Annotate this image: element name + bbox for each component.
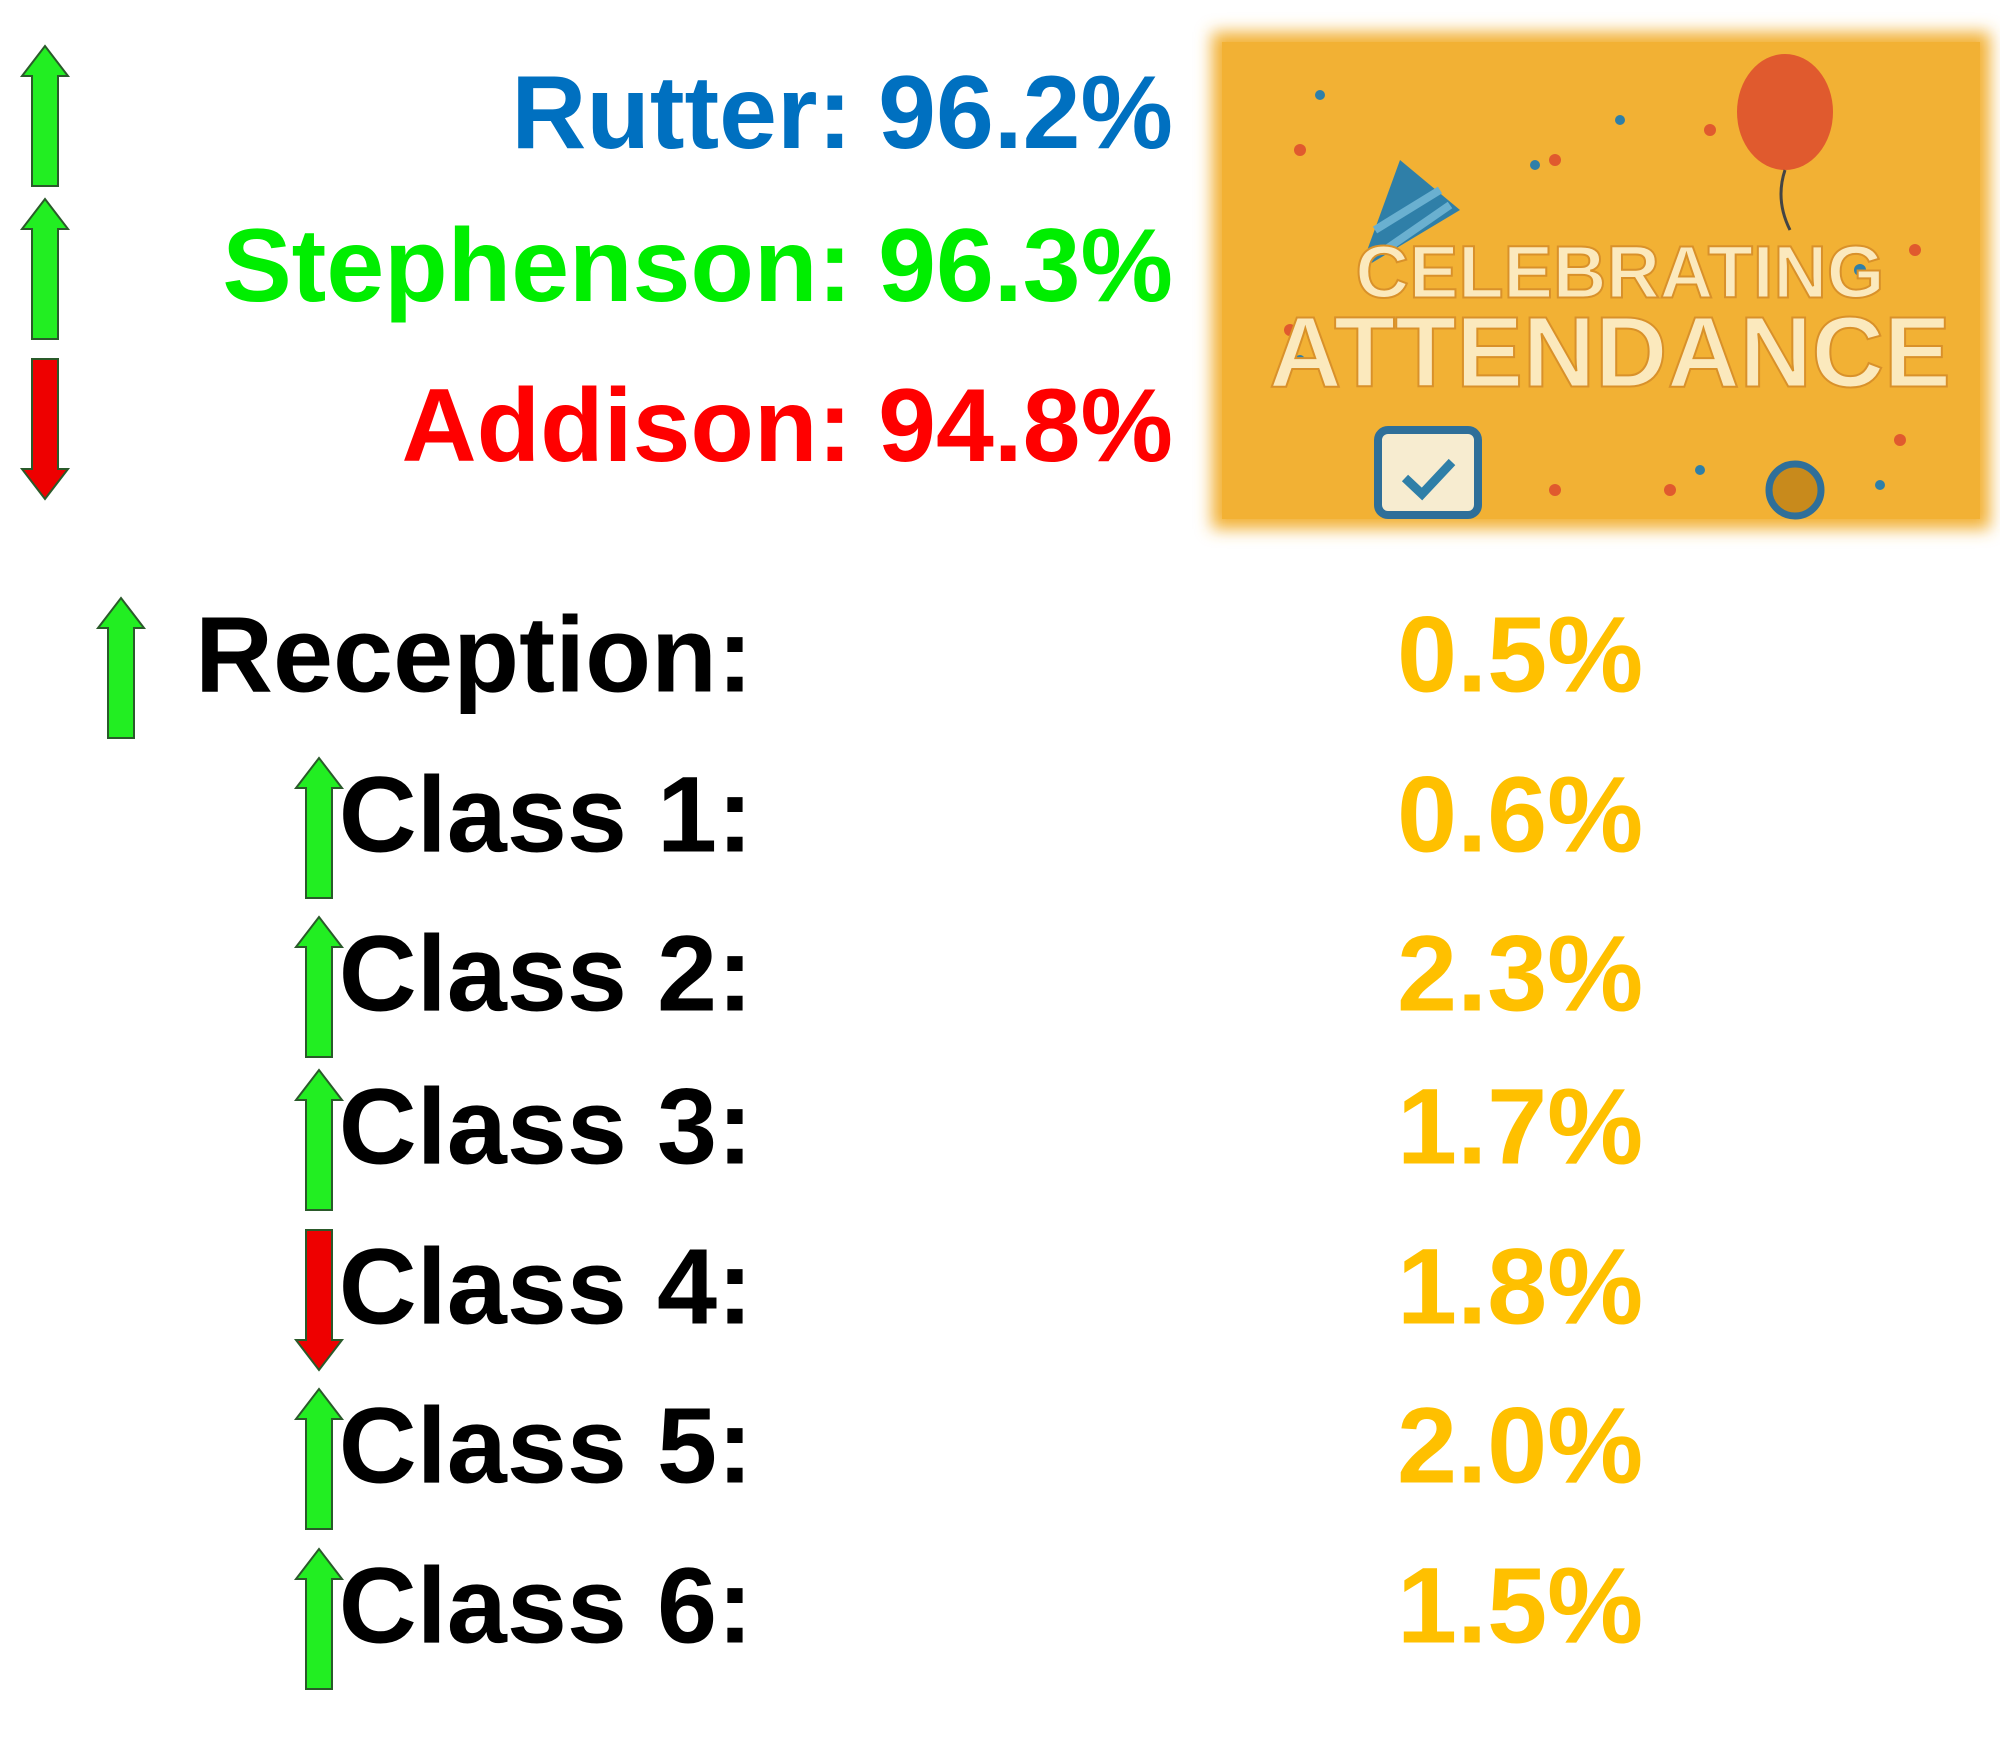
house-name: Stephenson: xyxy=(222,208,852,324)
house-value: 96.2% xyxy=(878,55,1173,171)
house-value: 94.8% xyxy=(878,368,1173,484)
house-name: Addison: xyxy=(402,368,853,484)
class-label: Class 5: xyxy=(339,1385,753,1506)
class-label: Reception: xyxy=(195,594,753,715)
house-row: Rutter: 96.2% xyxy=(511,55,1173,171)
party-hat xyxy=(1360,160,1460,270)
house-value: 96.3% xyxy=(878,208,1173,324)
class-label: Class 4: xyxy=(339,1226,753,1347)
class-label: Class 6: xyxy=(339,1545,753,1666)
down-arrow xyxy=(293,1229,345,1372)
class-label: Class 3: xyxy=(339,1066,753,1187)
house-name: Rutter: xyxy=(511,55,852,171)
up-arrow xyxy=(19,44,71,187)
balloon xyxy=(1737,54,1833,170)
banner-panel xyxy=(1222,42,1980,519)
class-value: 1.7% xyxy=(1397,1066,1643,1187)
class-value: 1.8% xyxy=(1397,1226,1643,1347)
up-arrow xyxy=(95,596,147,739)
banner-line-1: CELEBRATING xyxy=(1356,231,1885,314)
party-hat-stripes xyxy=(1372,186,1453,254)
up-arrow xyxy=(293,1068,345,1211)
house-row: Addison: 94.8% xyxy=(402,368,1173,484)
down-arrow xyxy=(19,358,71,501)
class-label: Class 2: xyxy=(339,913,753,1034)
banner: CELEBRATING ATTENDANCE xyxy=(1212,32,1990,529)
class-value: 0.5% xyxy=(1397,594,1643,715)
calendar-check xyxy=(1401,458,1456,501)
class-value: 2.3% xyxy=(1397,913,1643,1034)
up-arrow xyxy=(19,197,71,340)
balloon-string xyxy=(1779,169,1792,231)
up-arrow xyxy=(293,1387,345,1530)
class-value: 2.0% xyxy=(1397,1385,1643,1506)
up-arrow xyxy=(293,756,345,899)
calendar-icon xyxy=(1374,426,1482,519)
confetti xyxy=(1284,90,1921,496)
banner-line-2: ATTENDANCE xyxy=(1269,296,1950,408)
class-value: 0.6% xyxy=(1397,754,1643,875)
up-arrow xyxy=(293,1547,345,1690)
medal-icon xyxy=(1765,460,1825,520)
house-row: Stephenson: 96.3% xyxy=(222,208,1173,324)
class-label: Class 1: xyxy=(339,754,753,875)
class-value: 1.5% xyxy=(1397,1545,1643,1666)
up-arrow xyxy=(293,915,345,1058)
